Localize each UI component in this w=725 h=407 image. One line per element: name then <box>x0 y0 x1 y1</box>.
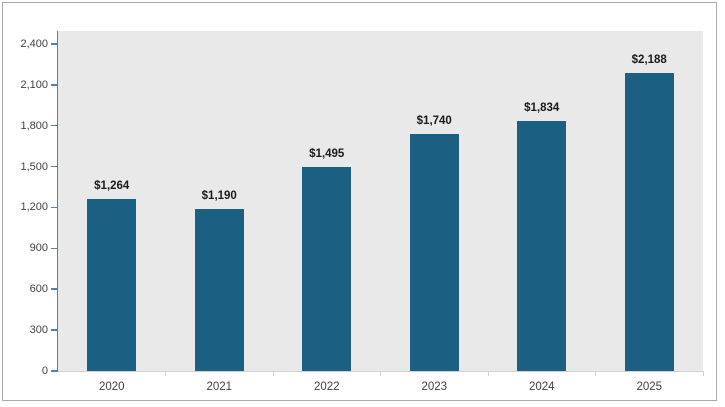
bar-2020 <box>87 198 137 371</box>
x-axis-tick <box>595 371 596 376</box>
bar-2023 <box>409 133 459 371</box>
y-tick-label: 600 <box>29 283 48 296</box>
plot-area <box>58 31 703 371</box>
y-axis-tick <box>51 329 57 331</box>
y-tick-label: 2,400 <box>20 37 48 50</box>
y-tick-label: 900 <box>29 242 48 255</box>
y-tick-label: 0 <box>41 365 48 377</box>
y-tick-label: 1,500 <box>20 160 48 173</box>
bar-value-label-2023: $1,740 <box>416 114 452 127</box>
y-axis-tick <box>51 206 57 209</box>
y-axis-tick <box>51 124 57 127</box>
y-axis-tick <box>51 247 57 250</box>
bar-2025 <box>624 72 674 371</box>
y-tick-label: 2,100 <box>20 78 48 91</box>
y-axis-line <box>56 31 58 372</box>
y-tick-label: 300 <box>29 324 48 337</box>
bar-2022 <box>302 167 352 371</box>
y-axis-tick <box>51 288 57 290</box>
x-tick-label-2025: 2025 <box>636 381 663 393</box>
bar-value-label-2021: $1,190 <box>201 189 237 202</box>
x-axis-tick <box>165 371 166 376</box>
y-tick-label: 1,200 <box>20 201 48 214</box>
x-tick-label-2023: 2023 <box>421 381 448 393</box>
x-axis-tick <box>272 371 274 376</box>
y-axis-tick <box>51 43 57 45</box>
x-axis-tick <box>380 371 381 376</box>
bar-value-label-2020: $1,264 <box>94 179 130 192</box>
x-axis-tick <box>702 371 704 376</box>
x-tick-label-2022: 2022 <box>313 381 340 393</box>
y-axis-tick <box>51 165 57 168</box>
x-tick-label-2024: 2024 <box>528 381 555 393</box>
bar-2021 <box>194 208 244 371</box>
x-axis-tick <box>487 371 489 376</box>
x-tick-label-2021: 2021 <box>206 381 233 393</box>
bar-2024 <box>517 121 567 371</box>
y-axis-tick <box>51 84 57 86</box>
y-axis-tick <box>51 370 57 372</box>
bar-value-label-2022: $1,495 <box>309 148 345 161</box>
bar-value-label-2024: $1,834 <box>524 102 560 115</box>
x-tick-label-2020: 2020 <box>98 381 125 393</box>
bar-value-label-2025: $2,188 <box>631 53 667 66</box>
y-tick-label: 1,800 <box>20 119 48 132</box>
